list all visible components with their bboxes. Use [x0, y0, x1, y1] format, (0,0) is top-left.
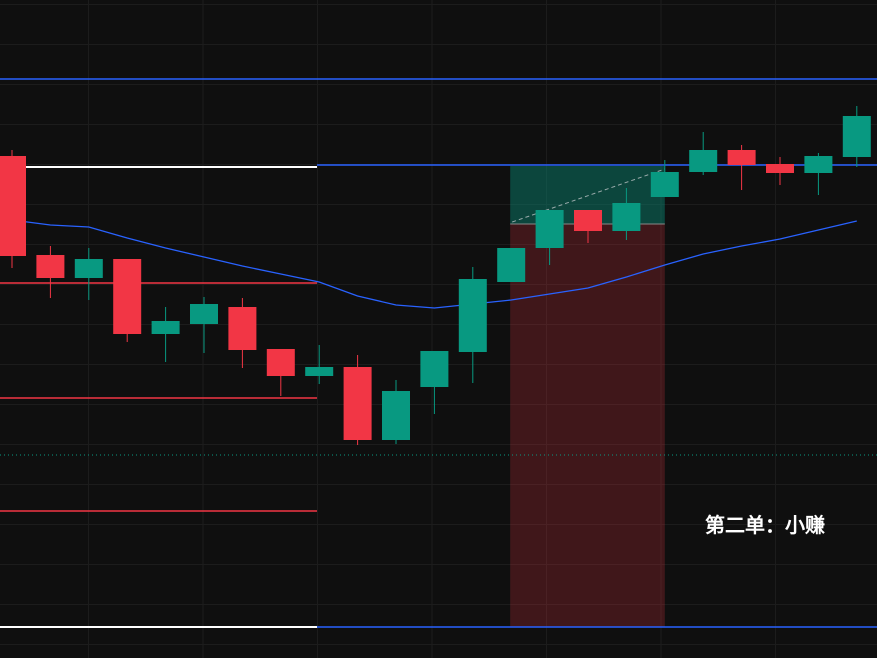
trade-path	[512, 168, 665, 223]
annotation: 第二单：小赚	[705, 513, 825, 537]
candle-body	[612, 203, 641, 231]
candle-body	[650, 172, 679, 197]
candle-body	[36, 255, 65, 278]
candle-body	[74, 259, 103, 278]
candle-body	[689, 150, 718, 172]
candle-body	[343, 367, 372, 440]
candle-body	[0, 156, 26, 256]
loss-zone	[510, 224, 665, 627]
candle-body	[190, 304, 218, 324]
candle-body	[766, 164, 794, 173]
candle-body	[113, 259, 142, 334]
moving-average	[11, 219, 857, 309]
candle-body	[727, 150, 756, 165]
candle-body	[804, 156, 833, 173]
candle-body	[458, 279, 487, 352]
candle-body	[228, 307, 257, 350]
candle-body	[420, 351, 449, 387]
candle-body	[574, 210, 602, 231]
candle-body	[151, 321, 180, 334]
candle-body	[535, 210, 564, 248]
candle-body	[266, 349, 295, 376]
candle-body	[497, 248, 526, 282]
candle-body	[842, 116, 871, 157]
candle-body	[382, 391, 410, 440]
candle-body	[305, 367, 334, 376]
